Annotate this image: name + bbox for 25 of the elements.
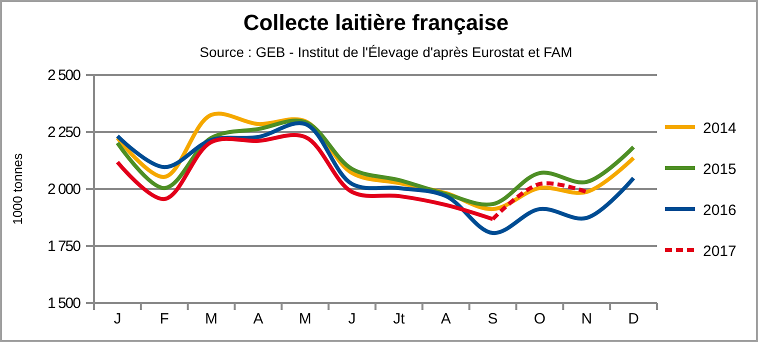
y-tick-label: 2 250 xyxy=(47,124,81,141)
x-tick-label: M xyxy=(205,310,218,328)
x-tick-label: O xyxy=(534,310,546,328)
line-series xyxy=(115,121,636,236)
y-axis-title: 1000 tonnes xyxy=(10,152,25,225)
legend-label: 2016 xyxy=(703,202,736,219)
y-tick-label: 2 000 xyxy=(47,180,81,198)
x-tick-label: A xyxy=(253,310,264,328)
legend-label: 2017 xyxy=(703,243,736,260)
x-tick-label: J xyxy=(348,310,356,328)
x-tick-label: F xyxy=(160,310,169,328)
legend-label: 2014 xyxy=(703,120,736,137)
x-tick-label: J xyxy=(114,310,122,328)
chart-title: Collecte laitière française xyxy=(243,10,509,35)
y-tick-label: 2 500 xyxy=(47,66,81,84)
x-tick-label: Jt xyxy=(393,310,406,328)
chart-subtitle: Source : GEB - Institut de l'Élevage d'après Eurostat et FAM xyxy=(200,44,572,60)
x-tick-label: D xyxy=(628,310,640,328)
x-tick-label: A xyxy=(440,310,451,328)
legend-label: 2015 xyxy=(703,161,736,178)
x-tick-label: M xyxy=(298,310,312,328)
x-tick-label: N xyxy=(581,310,592,328)
y-tick-label: 1 500 xyxy=(47,294,81,312)
x-tick-label: S xyxy=(488,310,498,328)
y-tick-label: 1 750 xyxy=(47,238,81,255)
